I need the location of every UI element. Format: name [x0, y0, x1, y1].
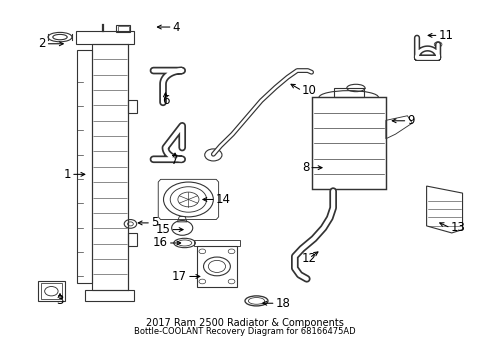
Text: 1: 1 — [63, 168, 71, 181]
Text: 7: 7 — [171, 154, 179, 167]
Text: 9: 9 — [407, 114, 414, 127]
Bar — [194, 240, 239, 246]
Text: 10: 10 — [302, 84, 316, 97]
Text: 13: 13 — [449, 221, 465, 234]
Text: 2017 Ram 2500 Radiator & Components: 2017 Ram 2500 Radiator & Components — [145, 318, 343, 328]
Bar — [196, 246, 237, 287]
Text: 12: 12 — [301, 252, 316, 265]
Text: 8: 8 — [301, 161, 308, 174]
Text: 2: 2 — [38, 37, 45, 50]
Bar — [118, 26, 128, 31]
Bar — [77, 50, 92, 283]
Text: 17: 17 — [172, 270, 186, 283]
Text: 11: 11 — [438, 29, 453, 42]
Text: 4: 4 — [172, 21, 180, 33]
Bar — [92, 44, 128, 290]
Text: 16: 16 — [153, 237, 167, 249]
Bar — [76, 31, 134, 44]
Text: 6: 6 — [162, 94, 169, 107]
Text: 3: 3 — [56, 294, 63, 307]
Bar — [128, 233, 137, 246]
Bar — [39, 282, 64, 301]
Bar — [333, 88, 363, 97]
Bar — [311, 97, 385, 189]
Bar — [128, 100, 137, 113]
Bar — [41, 283, 62, 299]
Text: 18: 18 — [275, 297, 290, 310]
Bar — [116, 25, 130, 32]
Text: 14: 14 — [215, 193, 230, 206]
Text: Bottle-COOLANT Recovery Diagram for 68166475AD: Bottle-COOLANT Recovery Diagram for 6816… — [133, 327, 355, 336]
Text: 15: 15 — [155, 223, 170, 236]
Bar — [85, 290, 134, 301]
Text: 5: 5 — [151, 216, 158, 229]
